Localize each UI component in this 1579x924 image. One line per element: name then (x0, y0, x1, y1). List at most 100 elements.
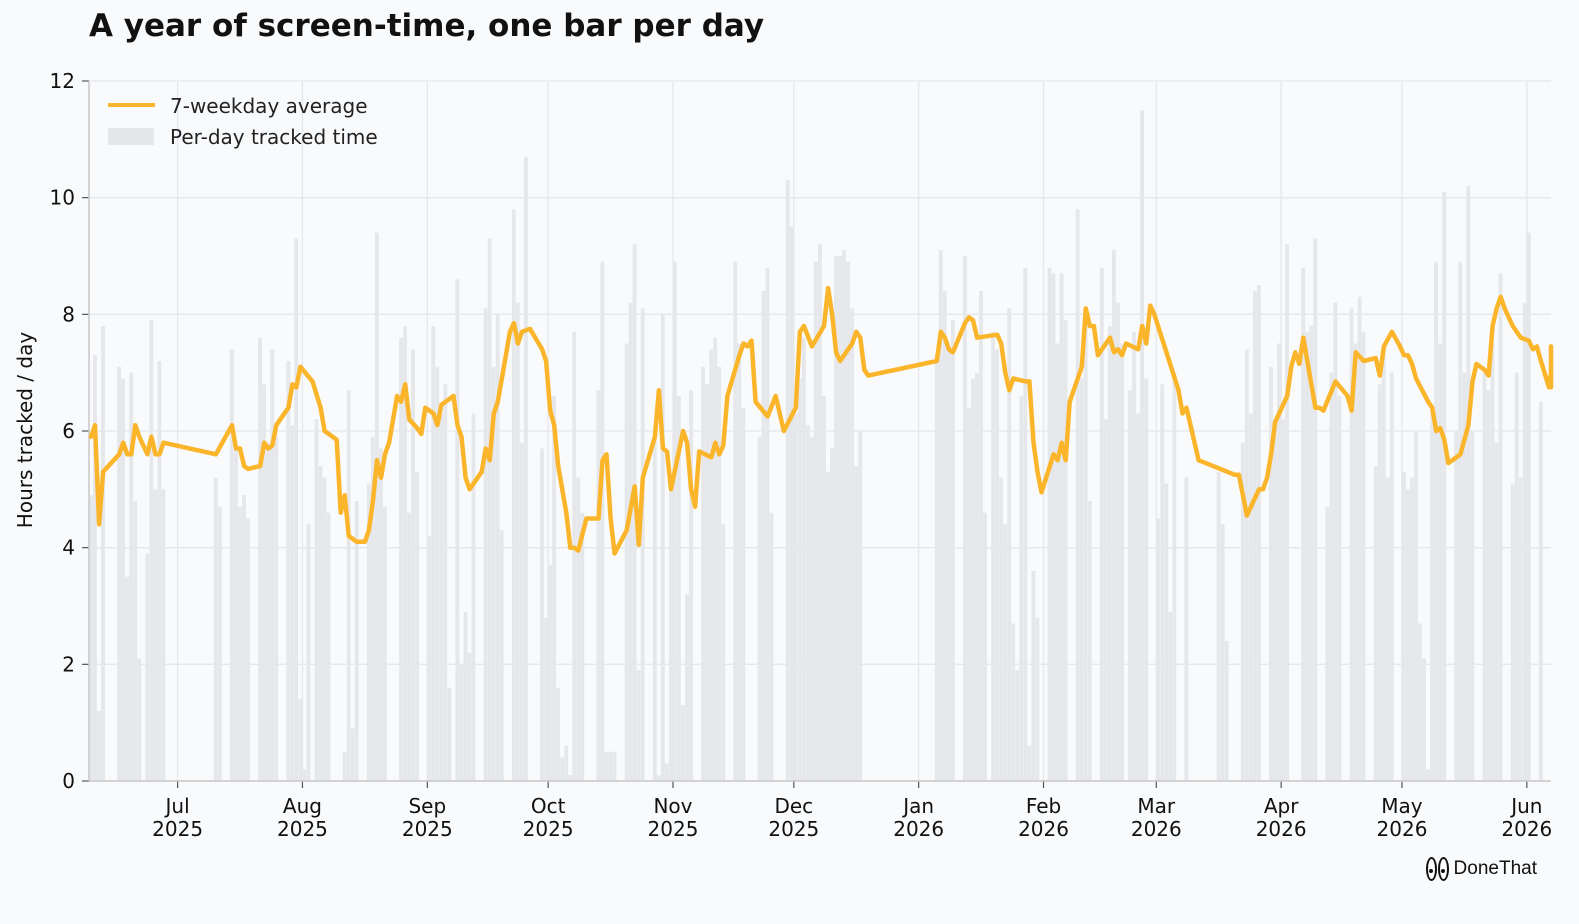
bar (995, 349, 1000, 781)
bar (89, 495, 93, 781)
bar (801, 337, 806, 781)
bar (733, 261, 738, 781)
bar (1244, 349, 1249, 781)
bar (1325, 506, 1330, 781)
bar (294, 238, 299, 781)
bar (491, 366, 496, 781)
bar (447, 687, 452, 781)
bar (660, 314, 665, 781)
bar (757, 436, 762, 781)
axes (82, 80, 1551, 788)
bar (318, 466, 323, 781)
x-tick-label-month: Jan (901, 794, 934, 818)
bar (1438, 343, 1443, 781)
bar (374, 232, 379, 781)
bar (133, 501, 138, 781)
bar (608, 751, 613, 781)
bar (817, 244, 822, 782)
bar (1482, 372, 1487, 781)
bar (854, 466, 859, 781)
bar (1220, 524, 1225, 781)
bar (1373, 466, 1378, 781)
bar (975, 372, 979, 781)
y-tick-label: 4 (62, 536, 75, 560)
bar (1007, 308, 1012, 781)
bar (1156, 518, 1161, 781)
bar (157, 361, 162, 781)
bar (971, 378, 975, 781)
bar (656, 775, 661, 781)
bar (1494, 442, 1499, 781)
bar (701, 366, 706, 781)
bar (1047, 267, 1052, 782)
bar (1490, 343, 1495, 781)
bar (149, 320, 154, 781)
bar (797, 378, 802, 781)
legend: 7-weekday average Per-day tracked time (108, 94, 378, 149)
bar (1498, 273, 1503, 781)
x-tick-label-month: May (1381, 794, 1423, 818)
bar (1277, 343, 1281, 781)
bar (1252, 291, 1257, 781)
bar (576, 477, 581, 781)
bar (834, 256, 838, 781)
bar (1337, 396, 1342, 781)
bar (1051, 273, 1056, 781)
bar (793, 413, 798, 781)
bar (1486, 390, 1491, 781)
bar (1103, 419, 1108, 781)
bar (765, 267, 770, 782)
bar (681, 705, 685, 781)
bar (1418, 623, 1422, 781)
bar (717, 366, 722, 781)
bar (950, 320, 955, 781)
bar (604, 751, 609, 781)
line-series (88, 285, 1554, 556)
bar (741, 407, 746, 781)
bar (1454, 431, 1459, 781)
bar (1055, 343, 1060, 781)
bar (850, 308, 855, 781)
x-tick-label-month: Dec (774, 794, 813, 818)
bar (93, 355, 97, 781)
bar (858, 431, 863, 781)
bar (523, 156, 528, 782)
bar (1184, 477, 1189, 781)
bar (580, 512, 585, 781)
bar (991, 331, 995, 781)
x-tick-label-year: 2025 (648, 817, 699, 841)
bar (962, 256, 967, 781)
bar (1083, 320, 1088, 781)
bar (1329, 372, 1334, 781)
bar (1107, 326, 1112, 781)
y-tick-label: 10 (50, 186, 75, 210)
x-tick-label-year: 2025 (523, 817, 574, 841)
bar (366, 483, 371, 781)
bar (1538, 401, 1543, 781)
bar (628, 302, 633, 781)
bar (1514, 372, 1519, 781)
bar (1019, 396, 1024, 781)
bar (846, 261, 851, 781)
bar (1305, 331, 1310, 781)
bar (1470, 431, 1475, 781)
bar (97, 711, 101, 781)
bar (302, 769, 307, 781)
bar (934, 355, 939, 781)
bar (1079, 378, 1084, 781)
bar (1132, 331, 1136, 781)
bar (689, 390, 693, 781)
bar (596, 390, 601, 781)
bar (350, 728, 355, 781)
bar (1301, 267, 1306, 782)
bar (407, 512, 412, 781)
x-tick-label-year: 2026 (1377, 817, 1428, 841)
bar (999, 477, 1004, 781)
bar (1031, 571, 1036, 781)
bar (564, 746, 569, 781)
bar (813, 261, 818, 781)
bar (805, 425, 810, 781)
bar (1063, 320, 1068, 781)
bar (1136, 413, 1140, 781)
brand-name: DoneThat (1453, 858, 1537, 879)
